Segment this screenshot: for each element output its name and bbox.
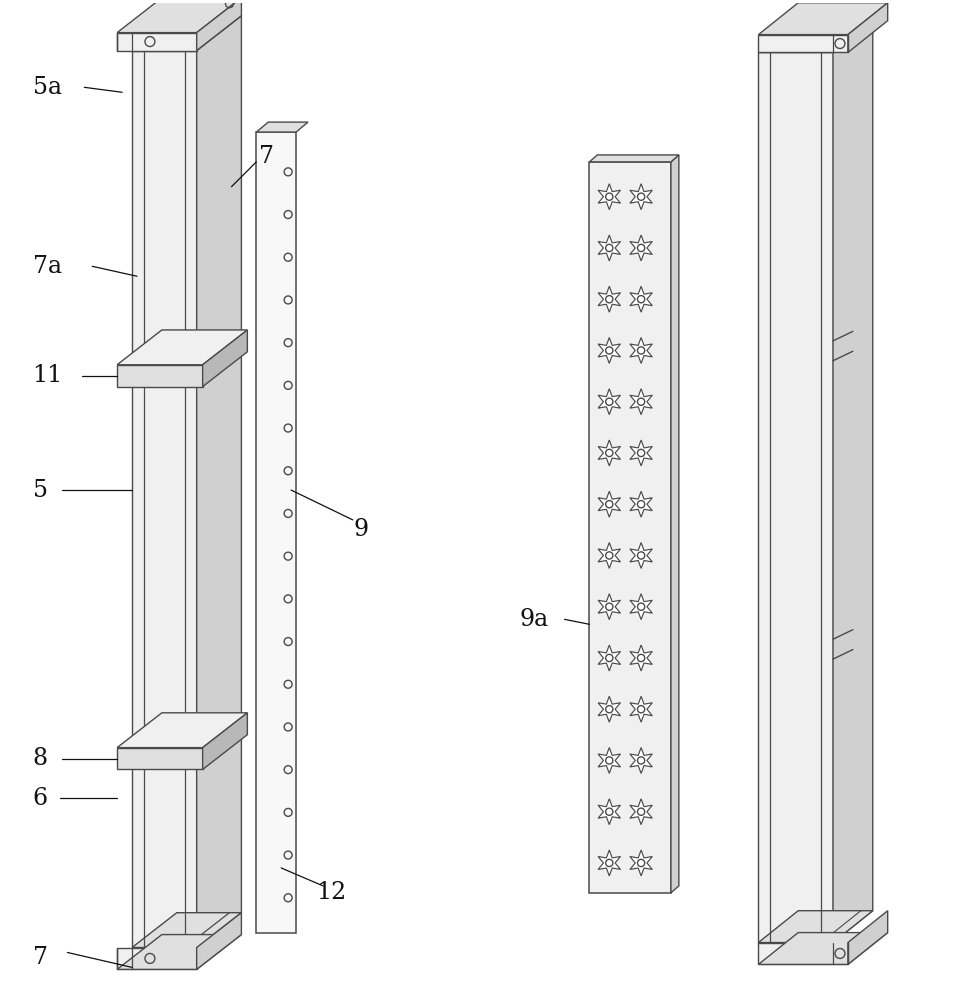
Text: 7: 7	[259, 145, 273, 168]
Circle shape	[605, 296, 612, 303]
Polygon shape	[203, 713, 247, 769]
Polygon shape	[117, 948, 197, 969]
Circle shape	[637, 808, 644, 815]
Polygon shape	[758, 911, 872, 943]
Polygon shape	[671, 155, 678, 893]
Polygon shape	[589, 155, 678, 162]
Polygon shape	[598, 645, 620, 671]
Circle shape	[637, 296, 644, 303]
Polygon shape	[256, 122, 308, 132]
Polygon shape	[629, 338, 651, 363]
Circle shape	[605, 808, 612, 815]
Circle shape	[605, 654, 612, 662]
Circle shape	[637, 706, 644, 713]
Circle shape	[637, 654, 644, 662]
Polygon shape	[598, 440, 620, 466]
Text: 6: 6	[33, 787, 47, 810]
Polygon shape	[117, 0, 241, 33]
Polygon shape	[117, 713, 247, 748]
Polygon shape	[117, 33, 197, 51]
Polygon shape	[629, 748, 651, 773]
Polygon shape	[629, 235, 651, 261]
Polygon shape	[598, 338, 620, 363]
Text: 12: 12	[316, 881, 346, 904]
Text: 5: 5	[33, 479, 47, 502]
Circle shape	[637, 449, 644, 457]
Polygon shape	[629, 543, 651, 568]
Polygon shape	[629, 850, 651, 876]
Polygon shape	[589, 162, 671, 893]
Circle shape	[605, 603, 612, 610]
Circle shape	[637, 501, 644, 508]
Polygon shape	[598, 235, 620, 261]
Polygon shape	[203, 330, 247, 387]
Circle shape	[605, 398, 612, 405]
Polygon shape	[758, 52, 832, 943]
Circle shape	[605, 859, 612, 867]
Polygon shape	[598, 696, 620, 722]
Text: 8: 8	[33, 747, 47, 770]
Polygon shape	[629, 286, 651, 312]
Circle shape	[637, 398, 644, 405]
Polygon shape	[117, 365, 203, 387]
Polygon shape	[197, 0, 241, 51]
Polygon shape	[197, 913, 241, 969]
Polygon shape	[197, 16, 241, 948]
Polygon shape	[598, 543, 620, 568]
Polygon shape	[598, 850, 620, 876]
Polygon shape	[629, 184, 651, 210]
Text: 7a: 7a	[33, 255, 62, 278]
Polygon shape	[132, 51, 197, 948]
Text: 9a: 9a	[519, 608, 548, 631]
Text: 5a: 5a	[33, 76, 62, 99]
Polygon shape	[598, 748, 620, 773]
Polygon shape	[629, 645, 651, 671]
Polygon shape	[832, 21, 872, 943]
Polygon shape	[598, 286, 620, 312]
Text: 7: 7	[33, 946, 47, 969]
Polygon shape	[132, 16, 241, 51]
Circle shape	[605, 706, 612, 713]
Text: 9: 9	[353, 518, 368, 541]
Polygon shape	[629, 594, 651, 620]
Polygon shape	[598, 594, 620, 620]
Polygon shape	[598, 799, 620, 825]
Polygon shape	[629, 440, 651, 466]
Polygon shape	[758, 943, 847, 964]
Circle shape	[605, 193, 612, 200]
Circle shape	[605, 757, 612, 764]
Polygon shape	[117, 330, 247, 365]
Polygon shape	[758, 35, 847, 52]
Polygon shape	[758, 21, 872, 52]
Polygon shape	[629, 491, 651, 517]
Polygon shape	[132, 913, 241, 948]
Text: 11: 11	[33, 364, 63, 387]
Polygon shape	[758, 3, 887, 35]
Polygon shape	[629, 696, 651, 722]
Polygon shape	[629, 389, 651, 415]
Circle shape	[637, 552, 644, 559]
Polygon shape	[629, 799, 651, 825]
Polygon shape	[847, 911, 887, 964]
Polygon shape	[256, 132, 296, 933]
Circle shape	[637, 193, 644, 200]
Polygon shape	[847, 3, 887, 52]
Polygon shape	[598, 491, 620, 517]
Polygon shape	[117, 935, 241, 969]
Polygon shape	[598, 184, 620, 210]
Circle shape	[637, 244, 644, 252]
Polygon shape	[598, 389, 620, 415]
Circle shape	[637, 603, 644, 610]
Circle shape	[605, 449, 612, 457]
Circle shape	[605, 552, 612, 559]
Circle shape	[637, 757, 644, 764]
Circle shape	[637, 859, 644, 867]
Polygon shape	[758, 933, 887, 964]
Circle shape	[605, 501, 612, 508]
Circle shape	[637, 347, 644, 354]
Circle shape	[605, 347, 612, 354]
Polygon shape	[117, 748, 203, 769]
Circle shape	[605, 244, 612, 252]
